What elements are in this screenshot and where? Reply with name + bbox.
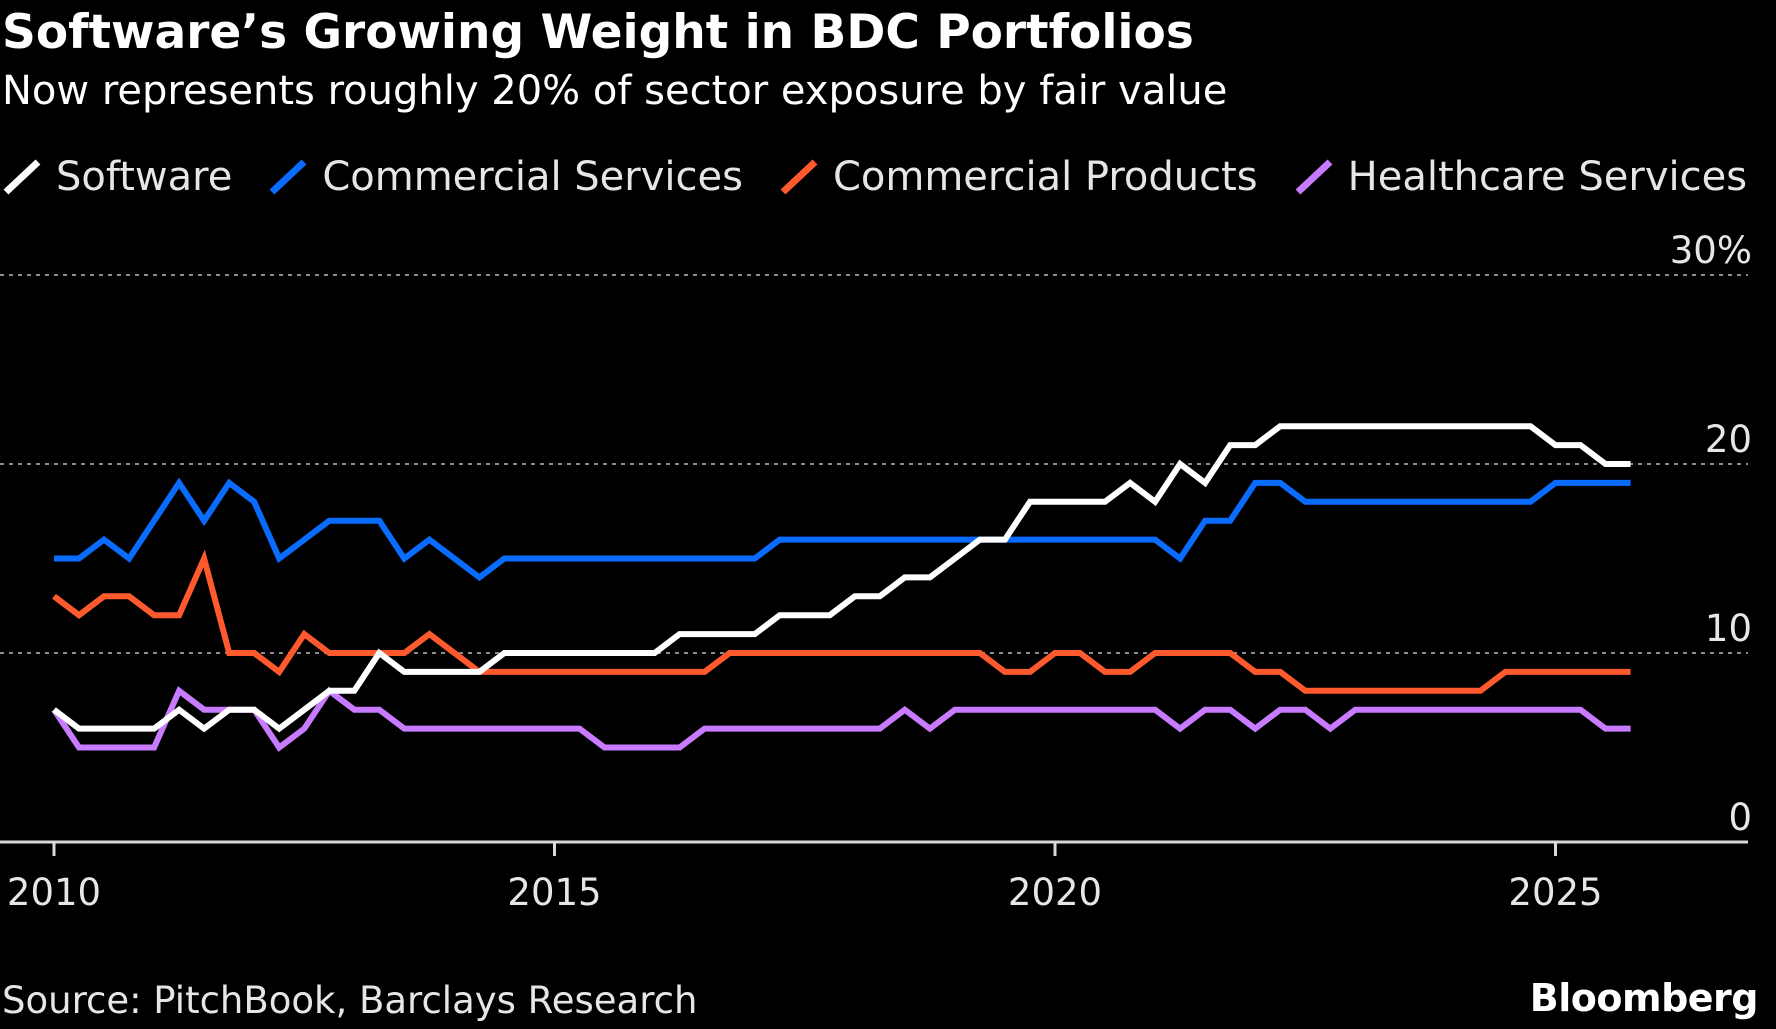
legend-item-software: Software: [0, 152, 232, 202]
legend-label-software: Software: [56, 154, 233, 200]
legend-item-healthcare-services: Healthcare Services: [1292, 152, 1747, 202]
legend-label-commercial-products: Commercial Products: [832, 154, 1258, 200]
y-tick-label-0: 0: [1728, 796, 1752, 839]
chart-subtitle: Now represents roughly 20% of sector exp…: [2, 68, 1228, 114]
y-tick-label-20: 20: [1705, 418, 1752, 461]
series-line-commercial-products: [52, 549, 1631, 694]
y-tick-label-10: 10: [1705, 607, 1752, 650]
series-line-software: [52, 423, 1631, 733]
legend: Software Commercial Services Commercial …: [0, 150, 1776, 204]
x-tick-label-2025: 2025: [1508, 871, 1602, 914]
series-line-commercial-services: [54, 477, 1631, 582]
legend-item-commercial-products: Commercial Products: [777, 152, 1258, 202]
legend-swatch-commercial-products: [780, 159, 818, 195]
legend-swatch-healthcare-services: [1295, 159, 1333, 195]
legend-swatch-software: [3, 159, 41, 195]
legend-item-commercial-services: Commercial Services: [266, 152, 743, 202]
y-tick-label-30: 30%: [1670, 229, 1752, 272]
series-line-healthcare-services: [51, 686, 1631, 752]
source-note: Source: PitchBook, Barclays Research: [2, 979, 698, 1022]
x-tick-label-2010: 2010: [7, 871, 101, 914]
legend-label-healthcare-services: Healthcare Services: [1347, 154, 1748, 200]
legend-swatch-commercial-services: [269, 159, 307, 195]
legend-label-commercial-services: Commercial Services: [322, 154, 743, 200]
x-tick-label-2020: 2020: [1008, 871, 1102, 914]
x-tick-label-2015: 2015: [507, 871, 601, 914]
bloomberg-logo: Bloomberg: [1529, 976, 1759, 1020]
chart-title: Software’s Growing Weight in BDC Portfol…: [2, 5, 1194, 60]
